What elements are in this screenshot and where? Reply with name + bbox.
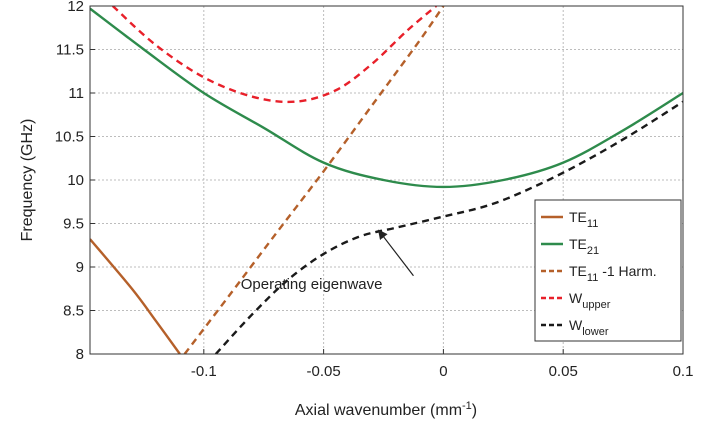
x-axis-label-main: Axial wavenumber (mm bbox=[295, 402, 462, 419]
x-axis-label-sup: -1 bbox=[462, 400, 472, 412]
x-tick-label: 0.05 bbox=[549, 363, 578, 380]
y-tick-label: 9 bbox=[76, 259, 84, 276]
y-tick-label: 12 bbox=[67, 0, 84, 15]
annotation-label: Operating eigenwave bbox=[241, 276, 383, 293]
y-tick-label: 10.5 bbox=[55, 129, 84, 146]
x-tick-label: -0.05 bbox=[307, 363, 341, 380]
y-tick-label: 9.5 bbox=[63, 216, 84, 233]
y-tick-label: 8 bbox=[76, 346, 84, 363]
y-tick-label: 8.5 bbox=[63, 303, 84, 320]
y-tick-label: 10 bbox=[67, 172, 84, 189]
x-tick-label: 0.1 bbox=[673, 363, 694, 380]
y-tick-label: 11.5 bbox=[56, 42, 84, 59]
y-axis-label: Frequency (GHz) bbox=[19, 119, 36, 242]
x-axis-label-end: ) bbox=[472, 402, 477, 419]
x-tick-label: -0.1 bbox=[191, 363, 217, 380]
y-tick-label: 11 bbox=[68, 85, 84, 102]
x-axis-label: Axial wavenumber (mm-1) bbox=[295, 400, 477, 419]
x-tick-label: 0 bbox=[439, 363, 447, 380]
